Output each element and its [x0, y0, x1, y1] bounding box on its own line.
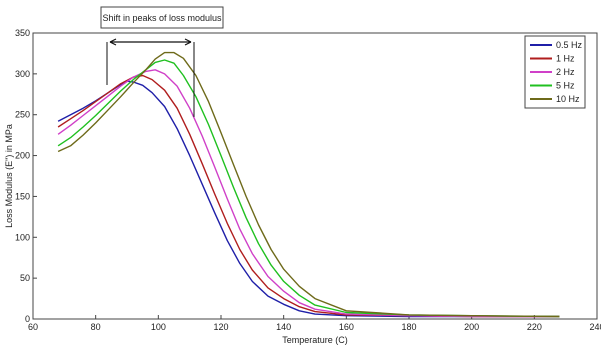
annotation-text: Shift in peaks of loss modulus: [102, 13, 222, 23]
legend: 0.5 Hz 1 Hz 2 Hz 5 Hz 10 Hz: [524, 35, 586, 109]
x-tick-label: 160: [339, 322, 354, 332]
series-line-1: [57, 74, 560, 318]
x-tick-label: 100: [151, 322, 166, 332]
series-lines: [57, 51, 560, 318]
y-tick-label: 300: [15, 69, 30, 79]
legend-label: 2 Hz: [556, 67, 575, 77]
x-axis-ticks: 60 80 100 120 140 160 180 200 220 240: [28, 315, 601, 332]
x-tick-label: 80: [91, 322, 101, 332]
x-tick-label: 200: [464, 322, 479, 332]
y-axis-title: Loss Modulus (E") in MPa: [4, 124, 14, 228]
legend-label: 5 Hz: [556, 81, 575, 91]
y-axis-ticks: 0 50 100 150 200 250 300 350: [15, 28, 37, 324]
annotation-arrow-left-head: [109, 38, 117, 46]
y-tick-label: 50: [20, 273, 30, 283]
legend-items: 0.5 Hz 1 Hz 2 Hz 5 Hz 10 Hz: [530, 40, 583, 104]
series-line-3: [57, 59, 560, 318]
legend-label: 0.5 Hz: [556, 40, 583, 50]
x-axis-title: Temperature (C): [282, 335, 348, 345]
series-line-2: [57, 69, 560, 318]
x-tick-label: 120: [213, 322, 228, 332]
x-tick-label: 240: [589, 322, 601, 332]
legend-label: 1 Hz: [556, 54, 575, 64]
y-tick-label: 200: [15, 151, 30, 161]
y-tick-label: 350: [15, 28, 30, 38]
annotation-box: [100, 6, 224, 29]
plot-frame: [32, 32, 598, 320]
y-tick-label: 150: [15, 191, 30, 201]
annotation-arrow-right-head: [184, 38, 192, 46]
y-tick-label: 250: [15, 110, 30, 120]
x-tick-label: 180: [401, 322, 416, 332]
y-tick-label: 0: [25, 314, 30, 324]
series-line-0: [57, 80, 560, 318]
peak-shift-annotation: Shift in peaks of loss modulus: [100, 6, 224, 117]
x-tick-label: 220: [527, 322, 542, 332]
x-tick-label: 60: [28, 322, 38, 332]
x-tick-label: 140: [276, 322, 291, 332]
legend-label: 10 Hz: [556, 94, 580, 104]
y-tick-label: 100: [15, 232, 30, 242]
series-line-4: [57, 51, 560, 318]
